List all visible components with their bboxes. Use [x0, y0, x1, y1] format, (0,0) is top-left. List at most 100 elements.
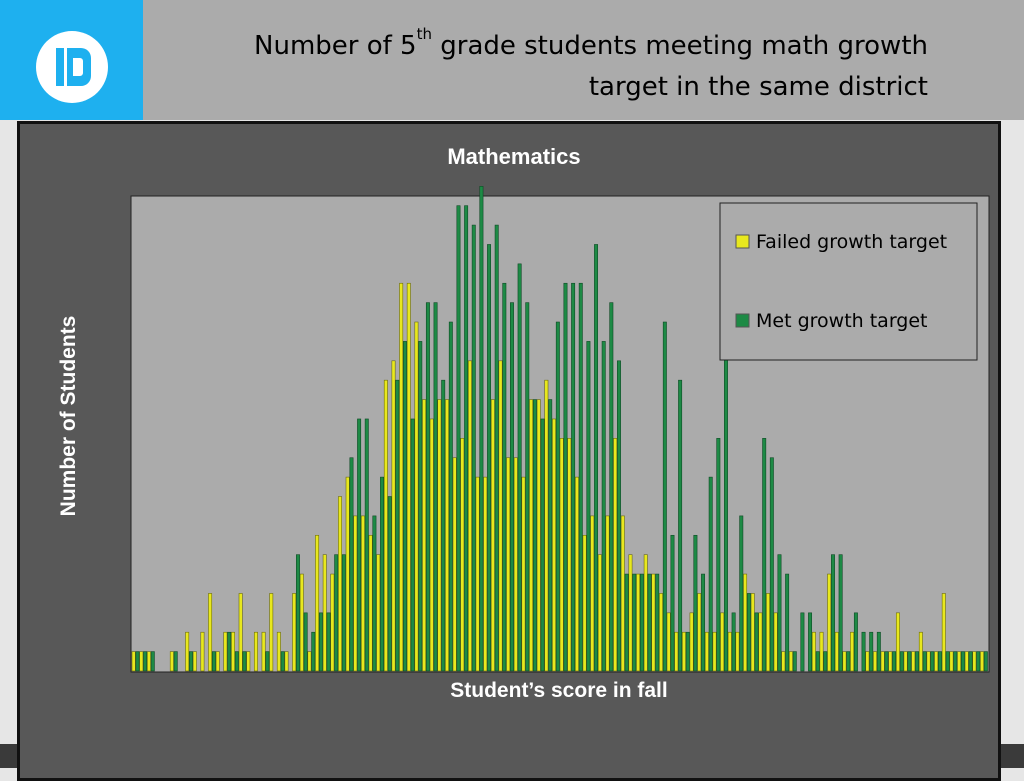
- bar-failed-90: [819, 631, 824, 672]
- bar-met-21: [296, 554, 300, 672]
- bar-met-38: [425, 302, 430, 672]
- bar-met-48: [502, 282, 507, 672]
- slide-title-line2: target in the same district: [588, 72, 928, 102]
- bar-met-51: [525, 302, 530, 672]
- bar-failed-57: [567, 438, 572, 672]
- bar-failed-23: [307, 651, 312, 672]
- bar-met-104: [930, 651, 935, 672]
- bar-failed-46: [483, 476, 488, 672]
- bar-met-110: [976, 651, 981, 672]
- bar-failed-37: [414, 321, 419, 672]
- bar-failed-17: [261, 631, 266, 672]
- bar-met-29: [357, 418, 362, 672]
- bar-failed-62: [605, 515, 610, 672]
- bar-met-58: [578, 282, 583, 672]
- bar-met-102: [915, 651, 920, 672]
- bar-failed-10: [208, 593, 213, 672]
- bar-failed-30: [360, 515, 365, 672]
- bar-failed-33: [383, 379, 388, 672]
- bar-failed-92: [834, 631, 839, 672]
- bar-failed-100: [895, 612, 900, 672]
- bar-failed-53: [536, 399, 541, 672]
- legend-swatch-met: [735, 313, 750, 328]
- bar-met-23: [311, 631, 316, 672]
- bar-met-1: [143, 651, 148, 672]
- bar-met-78: [731, 612, 736, 672]
- bar-failed-109: [964, 651, 969, 672]
- bar-failed-56: [559, 438, 564, 672]
- bar-met-28: [349, 457, 354, 672]
- bar-failed-45: [475, 476, 480, 672]
- bar-failed-54: [544, 379, 549, 672]
- bar-met-22: [303, 612, 308, 672]
- bar-met-103: [922, 651, 927, 672]
- bar-failed-97: [873, 651, 877, 672]
- bar-failed-94: [850, 631, 855, 672]
- bar-failed-14: [238, 593, 243, 672]
- bar-failed-24: [315, 534, 320, 672]
- bar-met-32: [380, 476, 385, 672]
- bar-met-69: [662, 321, 667, 672]
- bar-failed-71: [674, 631, 679, 672]
- bar-met-54: [548, 399, 553, 672]
- bar-failed-104: [926, 651, 931, 672]
- bars-layer: [131, 186, 988, 672]
- bar-met-90: [823, 651, 828, 672]
- bar-met-83: [769, 457, 774, 672]
- bar-failed-1: [139, 651, 144, 672]
- bar-failed-73: [689, 612, 694, 672]
- bar-failed-79: [735, 631, 740, 672]
- bar-met-39: [433, 302, 438, 672]
- bar-met-35: [403, 341, 407, 672]
- bar-failed-69: [659, 593, 663, 672]
- bar-met-59: [586, 341, 591, 672]
- bar-failed-103: [918, 631, 923, 672]
- bar-met-2: [150, 651, 155, 672]
- bar-met-19: [280, 651, 285, 672]
- chart-svg: Mathematics Student’s score in fall Numb…: [57, 144, 990, 702]
- bar-failed-61: [597, 554, 602, 672]
- bar-met-84: [777, 554, 782, 672]
- bar-failed-15: [246, 651, 251, 672]
- bar-met-55: [555, 321, 560, 672]
- bar-failed-5: [169, 651, 174, 672]
- bar-met-52: [532, 399, 537, 672]
- bar-met-105: [938, 651, 942, 672]
- bar-failed-68: [651, 573, 656, 672]
- bar-failed-51: [521, 476, 526, 672]
- bar-failed-72: [681, 631, 686, 672]
- bar-met-85: [785, 573, 790, 672]
- bar-met-17: [265, 651, 270, 672]
- bar-failed-66: [636, 573, 641, 672]
- bar-failed-80: [743, 573, 748, 672]
- bar-failed-7: [185, 631, 190, 672]
- bar-failed-107: [949, 651, 954, 672]
- bar-met-70: [670, 534, 675, 672]
- bar-met-24: [318, 612, 323, 672]
- bar-failed-31: [368, 534, 373, 672]
- y-axis-label: Number of Students: [57, 316, 80, 517]
- bar-met-43: [464, 205, 469, 672]
- bar-met-33: [387, 496, 392, 672]
- bar-failed-67: [643, 554, 648, 672]
- bar-met-74: [701, 573, 706, 672]
- bar-met-100: [899, 651, 904, 672]
- bar-failed-34: [391, 360, 396, 672]
- bar-met-56: [563, 282, 568, 672]
- bar-failed-75: [704, 631, 709, 672]
- bar-failed-49: [506, 457, 511, 672]
- legend-label-failed: Failed growth target: [756, 231, 947, 253]
- bar-failed-60: [590, 515, 595, 672]
- bar-met-93: [846, 651, 851, 672]
- bar-met-99: [892, 651, 897, 672]
- bar-met-86: [792, 651, 797, 672]
- chart-legend: Failed growth target Met growth target: [719, 202, 978, 361]
- bar-failed-82: [758, 612, 763, 672]
- bar-met-64: [624, 573, 629, 672]
- bar-met-34: [395, 379, 400, 672]
- bar-failed-26: [330, 573, 335, 672]
- bar-met-80: [746, 593, 751, 672]
- bar-failed-85: [781, 651, 786, 672]
- bar-failed-9: [200, 631, 205, 672]
- bar-met-27: [341, 554, 346, 672]
